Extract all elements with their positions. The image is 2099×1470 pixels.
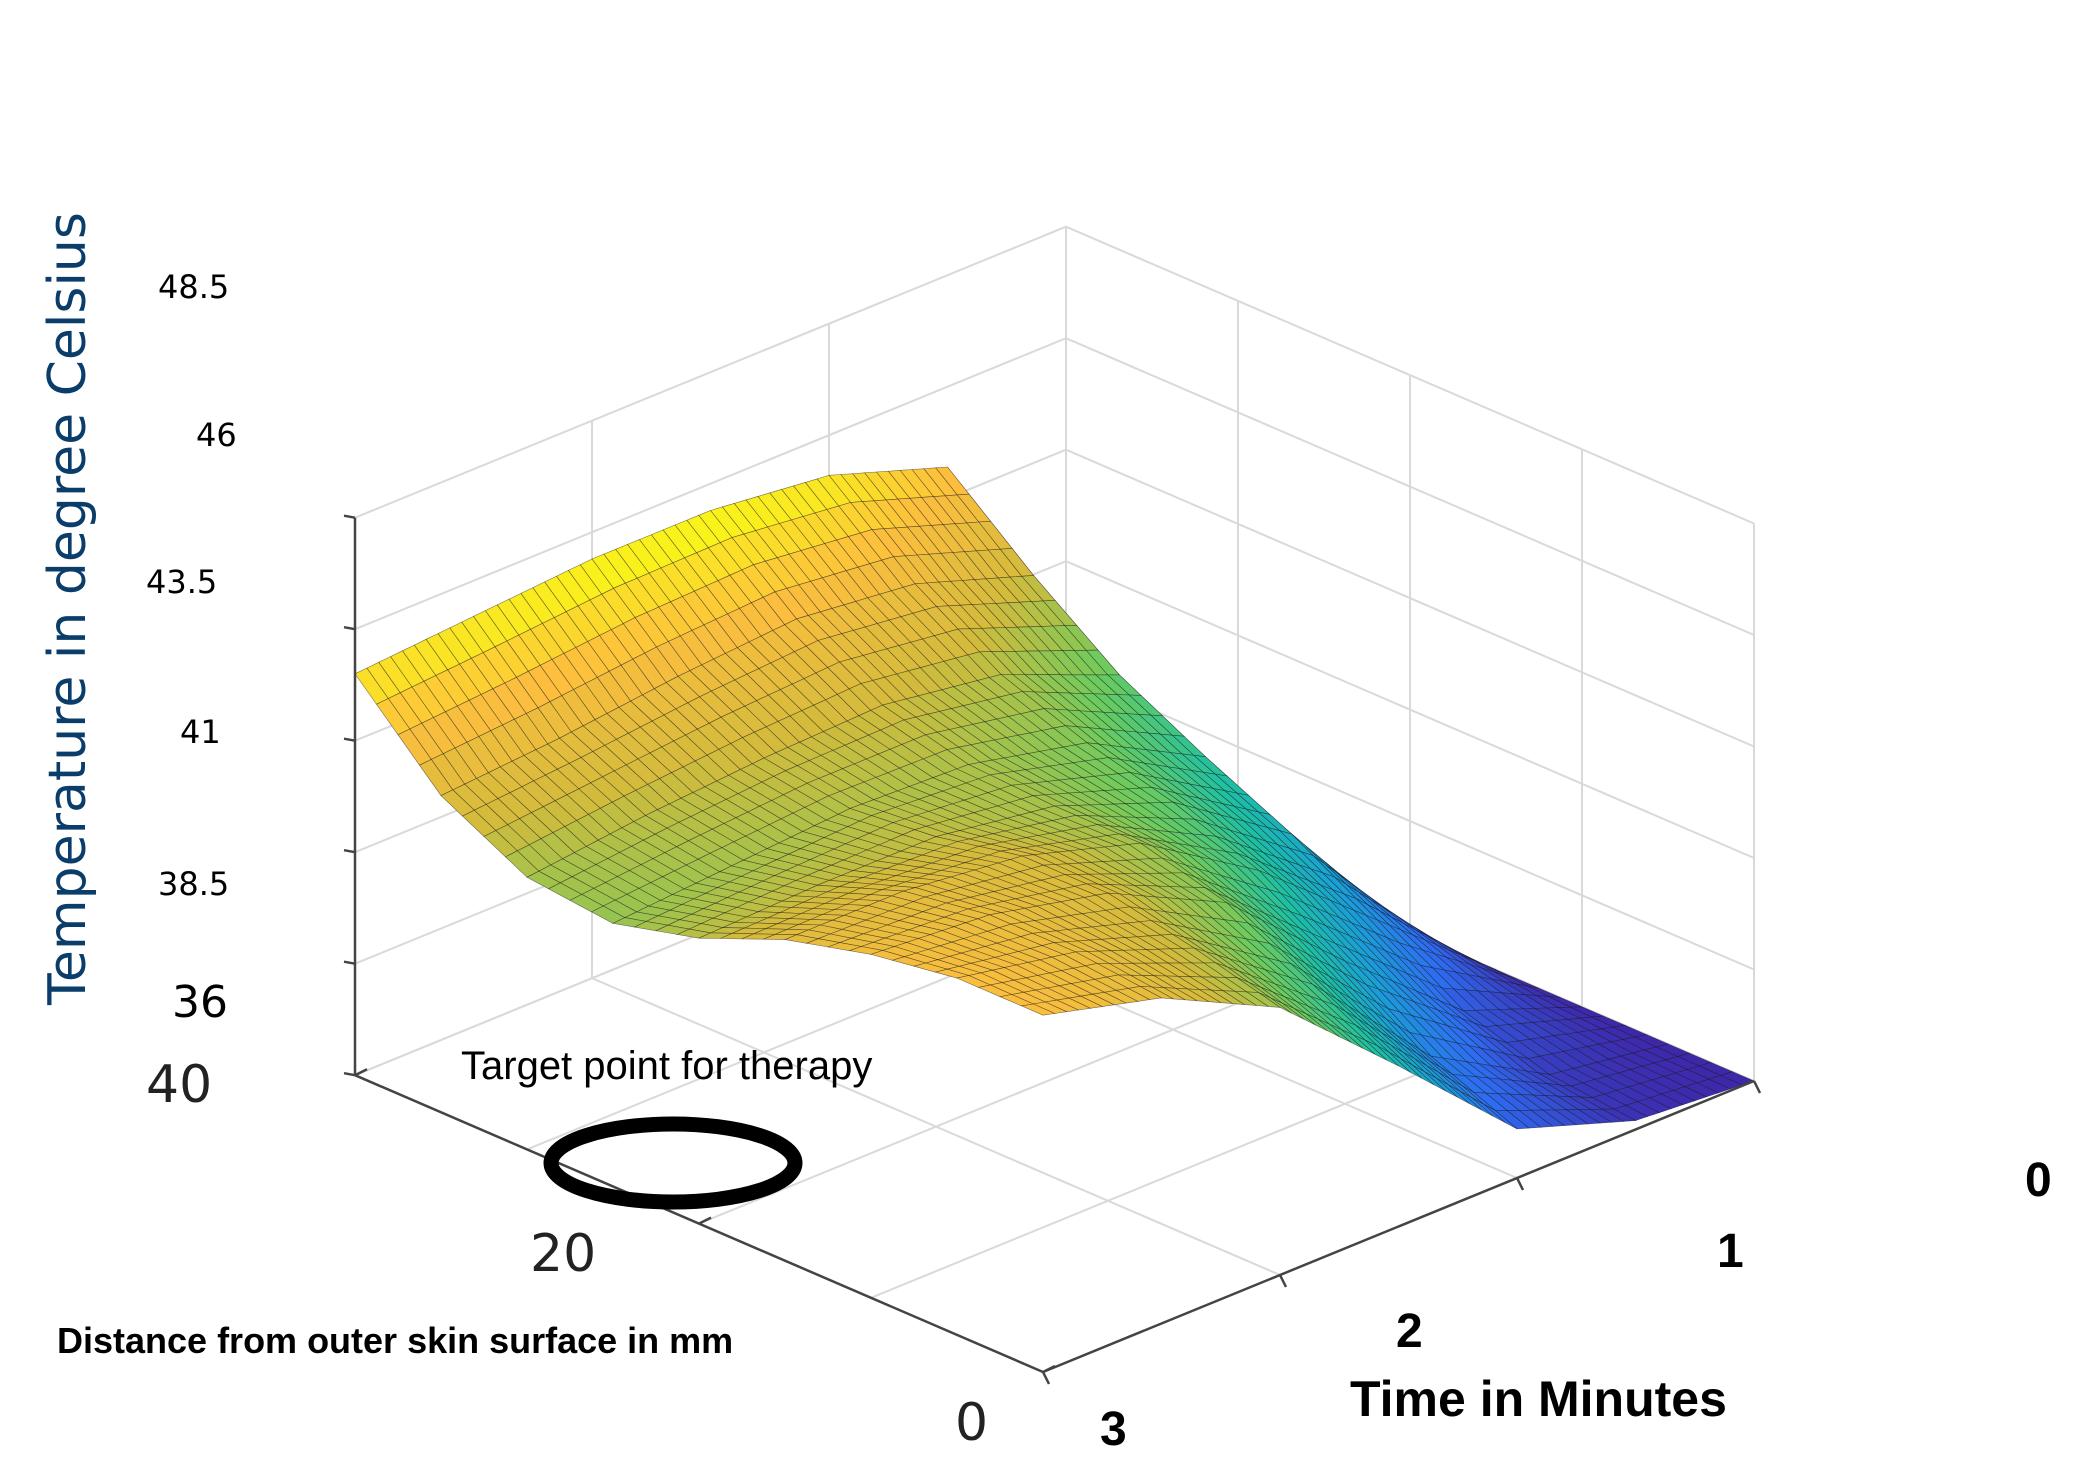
z-tick-mark xyxy=(343,1071,356,1077)
y-tick-mark xyxy=(698,1216,712,1225)
grid-line xyxy=(354,225,1067,519)
z-tick-label: 48.5 xyxy=(158,268,230,306)
axes-lines xyxy=(343,514,1762,1385)
x-axis-line xyxy=(1042,1079,1755,1374)
y-axis-label: Distance from outer skin surface in mm xyxy=(57,1320,734,1361)
z-tick-mark xyxy=(343,737,356,742)
y-tick-mark xyxy=(1042,1364,1056,1374)
grid-line xyxy=(354,337,1067,631)
x-axis-label: Time in Minutes xyxy=(1350,1371,1727,1427)
z-tick-label: 41 xyxy=(180,713,221,751)
x-tick-label: 0 xyxy=(2025,1154,2052,1207)
surface-facet xyxy=(1020,1003,1056,1016)
x-tick-mark xyxy=(1752,1080,1762,1094)
surface xyxy=(354,466,1755,1130)
target-marker-ring xyxy=(543,1116,803,1210)
y-tick-label: 20 xyxy=(530,1224,597,1284)
z-axis-label: Temperature in degree Celsius xyxy=(38,212,98,1005)
y-tick-label: 40 xyxy=(146,1055,213,1115)
x-tick-label: 1 xyxy=(1717,1225,1744,1278)
y-tick-label: 0 xyxy=(955,1393,989,1453)
z-tick-label: 43.5 xyxy=(146,563,218,601)
target-annotation: Target point for therapy xyxy=(461,1044,873,1088)
x-tick-mark xyxy=(1278,1274,1288,1288)
z-tick-mark xyxy=(343,625,356,631)
x-tick-label: 2 xyxy=(1396,1305,1423,1358)
z-tick-label: 38.5 xyxy=(158,865,230,903)
x-tick-label: 3 xyxy=(1100,1403,1127,1456)
x-tick-mark xyxy=(1515,1177,1525,1191)
z-tick-mark xyxy=(343,514,356,519)
z-tick-mark xyxy=(343,848,356,854)
z-tick-label: 36 xyxy=(172,977,228,1028)
y-tick-mark xyxy=(354,1068,368,1077)
z-tick-label: 46 xyxy=(196,416,237,454)
z-tick-mark xyxy=(343,960,356,965)
x-tick-mark xyxy=(1041,1371,1051,1385)
